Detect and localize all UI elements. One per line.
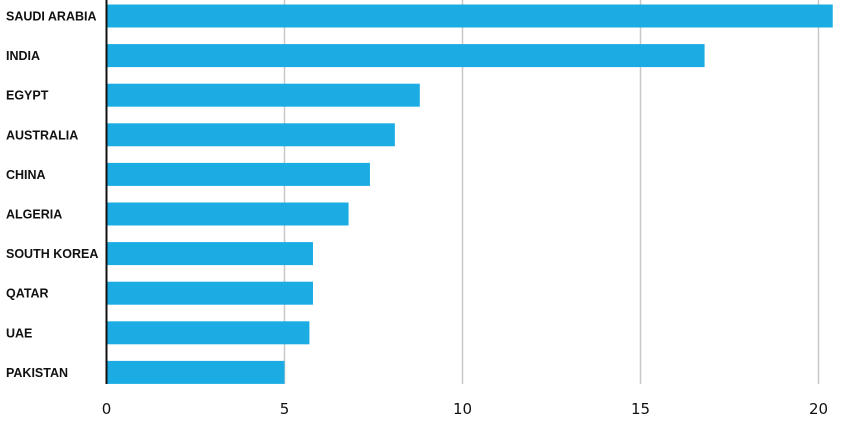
category-label: SAUDI ARABIA [6, 10, 97, 24]
category-label: EGYPT [6, 89, 49, 103]
bar-qatar [106, 281, 313, 305]
x-tick-label: 5 [280, 400, 290, 418]
category-label: QATAR [6, 287, 49, 301]
x-tick-label: 20 [809, 400, 828, 418]
bar-australia [106, 123, 395, 147]
bars [106, 4, 833, 384]
bar-uae [106, 321, 310, 345]
bar-algeria [106, 202, 349, 226]
bar-pakistan [106, 360, 285, 384]
category-label: UAE [6, 326, 32, 340]
x-tick-label: 15 [631, 400, 650, 418]
category-label: AUSTRALIA [6, 128, 78, 142]
category-label: INDIA [6, 49, 40, 63]
category-label: SOUTH KOREA [6, 247, 98, 261]
bar-india [106, 44, 705, 68]
bar-south-korea [106, 242, 313, 266]
category-labels: SAUDI ARABIA INDIA EGYPT AUSTRALIA CHINA ALGE… [6, 10, 98, 380]
category-label: CHINA [6, 168, 46, 182]
x-tick-label: 10 [453, 400, 472, 418]
bar-china [106, 162, 370, 186]
category-label: PAKISTAN [6, 366, 68, 380]
x-tick-label: 0 [102, 400, 112, 418]
x-tick-labels: 0 5 10 15 20 [102, 400, 828, 418]
category-label: ALGERIA [6, 208, 62, 222]
bar-saudi-arabia [106, 4, 833, 28]
bar-egypt [106, 83, 420, 107]
